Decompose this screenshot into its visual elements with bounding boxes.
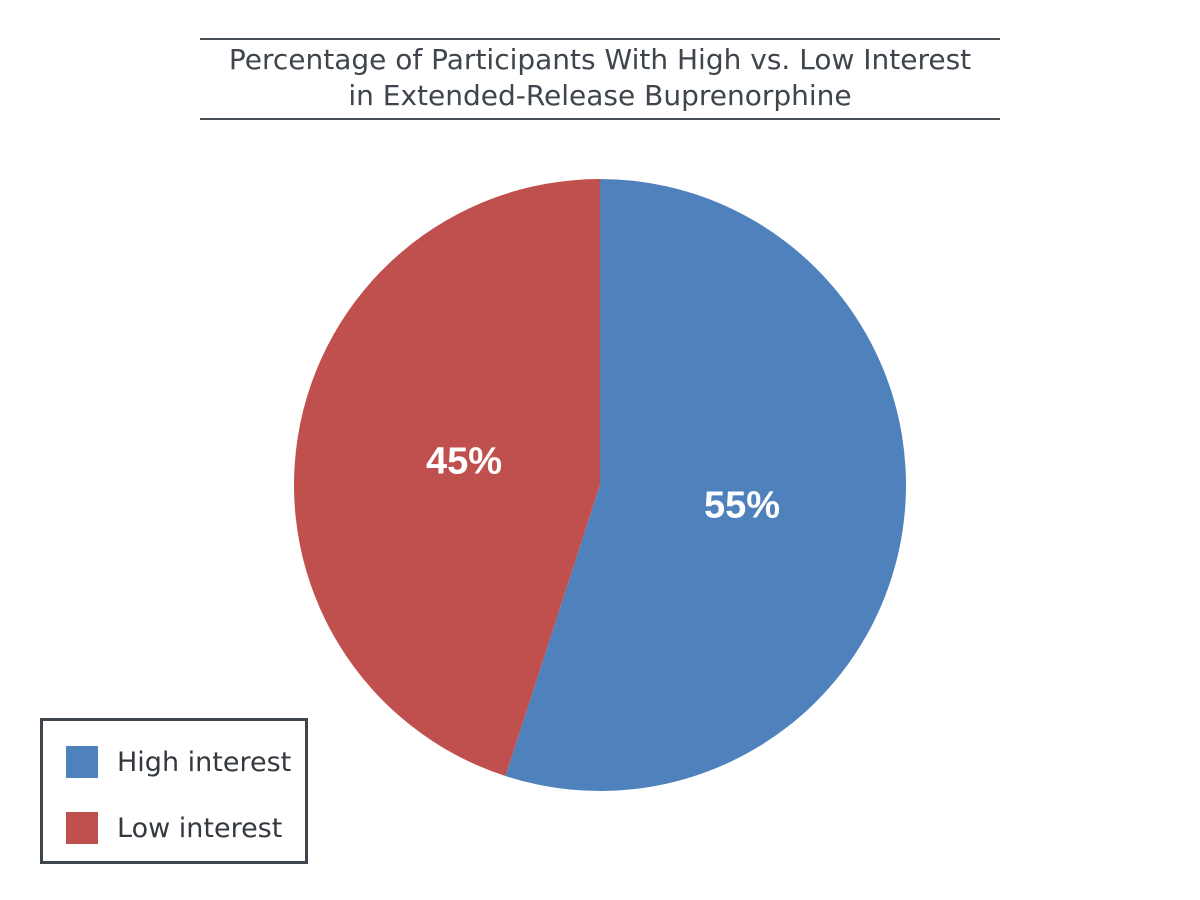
legend-label-high-interest: High interest — [117, 746, 292, 778]
legend-swatch-low-interest — [66, 812, 98, 844]
legend: High interest Low interest — [40, 718, 308, 864]
legend-item-low-interest: Low interest — [66, 811, 282, 845]
chart-title-line-2: in Extended-Release Buprenorphine — [348, 79, 852, 112]
title-bottom-rule — [200, 118, 1000, 120]
legend-item-high-interest: High interest — [66, 745, 291, 779]
chart-title-line-1: Percentage of Participants With High vs.… — [228, 43, 972, 76]
data-label-high-interest: 55% — [704, 485, 780, 527]
legend-swatch-high-interest — [66, 746, 98, 778]
legend-label-low-interest: Low interest — [117, 812, 283, 844]
data-label-low-interest: 45% — [426, 440, 502, 482]
title-top-rule — [200, 38, 1000, 40]
pie-slice-high-interest — [505, 179, 907, 792]
pie-slice-low-interest — [294, 179, 600, 777]
chart-title: Percentage of Participants With High vs.… — [200, 42, 1000, 114]
